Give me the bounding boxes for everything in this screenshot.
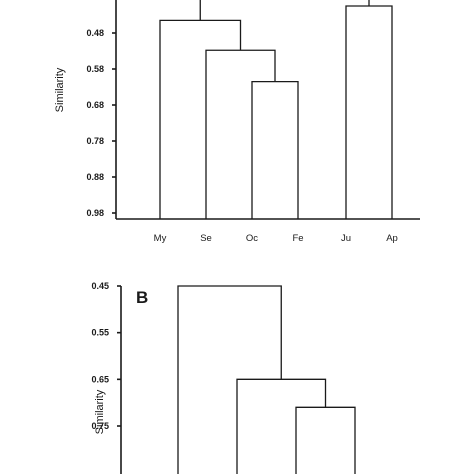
panel-a-branches — [159, 0, 393, 219]
panel-b-label: B — [136, 288, 148, 307]
panel-b-merge-branch — [177, 285, 282, 474]
panel-a-leaf-labels: My Se Oc Fe Ju Ap — [154, 233, 398, 244]
panel-a-leaf-label: Ap — [386, 233, 398, 244]
panel-a-leaf-label: Se — [200, 233, 212, 244]
panel-a-y-tick-label: 0.78 — [86, 136, 104, 146]
panel-b-y-tick-label: 0.65 — [91, 374, 109, 384]
panel-a-leaf-label: My — [154, 233, 167, 244]
panel-b-y-ticks: 0.45 0.55 0.65 0.75 — [91, 281, 121, 431]
panel-b-y-tick-label: 0.75 — [91, 421, 109, 431]
panel-a-y-tick-label: 0.68 — [86, 100, 104, 110]
panel-a-merge-branch — [199, 0, 370, 21]
panel-a-y-ticks: 0.48 0.58 0.68 0.78 0.88 0.98 — [86, 28, 116, 218]
panel-a-y-tick-label: 0.88 — [86, 172, 104, 182]
panel-b-y-tick-label: 0.45 — [91, 281, 109, 291]
panel-a-y-tick-label: 0.48 — [86, 28, 104, 38]
panel-a-y-tick-label: 0.98 — [86, 208, 104, 218]
panel-b-merge-branch — [236, 378, 327, 474]
panel-b-merge-branch — [295, 406, 356, 474]
panel-a-y-axis-label: Similarity — [54, 67, 66, 112]
panel-a-dendrogram: Similarity 0.48 0.58 0.68 0.78 0.88 0.98 My Se… — [54, 0, 420, 244]
panel-a-leaf-label: Oc — [246, 233, 258, 244]
panel-a-merge-branch — [251, 80, 299, 219]
panel-a-leaf-label: Ju — [341, 233, 351, 244]
panel-b-y-axis-label: Similarity — [94, 389, 106, 434]
panel-b-dendrogram: B Similarity 0.45 0.55 0.65 0.75 — [91, 281, 356, 474]
panel-a-y-tick-label: 0.58 — [86, 64, 104, 74]
panel-a-merge-branch — [345, 5, 393, 219]
panel-b-branches — [177, 285, 356, 474]
panel-a-merge-branch — [205, 49, 276, 219]
panel-a-leaf-label: Fe — [292, 233, 303, 244]
panel-b-y-tick-label: 0.55 — [91, 328, 109, 338]
